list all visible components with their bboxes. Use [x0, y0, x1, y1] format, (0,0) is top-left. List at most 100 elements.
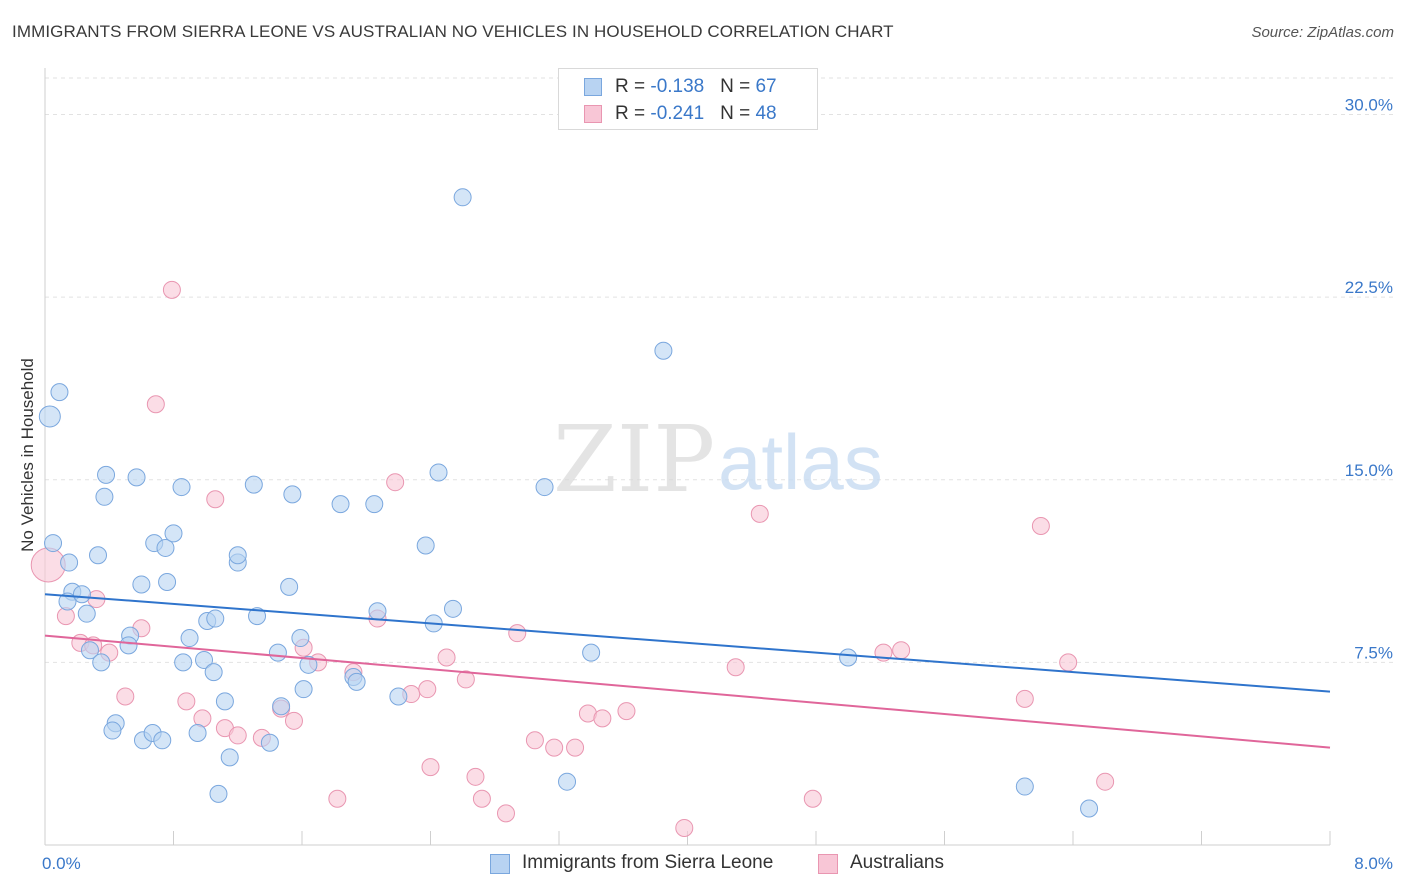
- sierra-leone-point: [156, 538, 175, 557]
- sierra-leone-point: [119, 636, 138, 655]
- sierra-leone-point: [127, 468, 146, 487]
- sierra-leone-point: [535, 478, 554, 497]
- legend-swatch-pink: [818, 854, 838, 874]
- sierra-leone-point: [368, 602, 387, 621]
- sierra-leone-point: [839, 648, 858, 667]
- sierra-leone-point: [38, 405, 61, 428]
- r-value: -0.241: [650, 103, 705, 124]
- sierra-leone-point: [244, 475, 263, 494]
- australians-point: [228, 726, 247, 745]
- sierra-leone-point: [204, 663, 223, 682]
- sierra-leone-point: [44, 534, 63, 553]
- sierra-leone-point: [60, 553, 79, 572]
- sierra-leone-point: [50, 383, 69, 402]
- sierra-leone-point: [97, 465, 116, 484]
- australians-point: [750, 504, 769, 523]
- r-label: R =: [615, 103, 651, 124]
- n-value: 48: [755, 103, 777, 124]
- watermark-zip: ZIP: [553, 406, 715, 513]
- r-label: R =: [615, 76, 651, 97]
- sierra-leone-point: [172, 478, 191, 497]
- australians-point: [803, 789, 822, 808]
- australians-point: [30, 547, 66, 583]
- watermark: ZIP atlas: [553, 406, 883, 513]
- sierra-leone-point: [206, 609, 225, 628]
- sierra-leone-point: [268, 643, 287, 662]
- gridlines: [45, 77, 1395, 663]
- stats-swatch-pink: [584, 105, 602, 123]
- australians-point: [328, 789, 347, 808]
- sierra-leone-point: [153, 731, 172, 750]
- australians-point: [566, 738, 585, 757]
- australians-point: [206, 490, 225, 509]
- sierra-leone-point: [294, 680, 313, 699]
- sierra-leone-point: [248, 607, 267, 626]
- sierra-leone-point: [209, 784, 228, 803]
- australians-point: [162, 280, 181, 299]
- sierra-leone-point: [260, 733, 279, 752]
- chart-source: Source: ZipAtlas.com: [1251, 24, 1394, 41]
- sierra-leone-point: [1080, 799, 1099, 818]
- watermark-atlas: atlas: [718, 418, 883, 506]
- australians-point: [593, 709, 612, 728]
- legend-label: Australians: [850, 852, 944, 873]
- sierra-leone-point: [582, 643, 601, 662]
- x-tick-label-max: 8.0%: [1354, 854, 1393, 873]
- legend-swatch-blue: [490, 854, 510, 874]
- sierra-leone-point: [272, 697, 291, 716]
- australians-point: [1031, 517, 1050, 536]
- chart-title: IMMIGRANTS FROM SIERRA LEONE VS AUSTRALI…: [12, 22, 894, 41]
- australians-point: [892, 641, 911, 660]
- sierra-leone-point: [291, 629, 310, 648]
- legend-label: Immigrants from Sierra Leone: [522, 852, 774, 873]
- y-tick-label: 22.5%: [1345, 278, 1393, 297]
- trend-lines: [44, 593, 1331, 749]
- australians-point: [675, 818, 694, 837]
- australians-point: [1015, 689, 1034, 708]
- australians-point: [177, 692, 196, 711]
- tick-labels: 7.5% 15.0% 22.5% 30.0% 0.0% 8.0%: [42, 96, 1393, 873]
- australians-point: [421, 758, 440, 777]
- sierra-leone-point: [188, 723, 207, 742]
- sierra-leone-trend-line: [44, 593, 1331, 693]
- n-label: N =: [720, 103, 756, 124]
- australians-points: [30, 280, 1115, 837]
- sierra-leone-point: [558, 772, 577, 791]
- australians-point: [1096, 772, 1115, 791]
- stats-text-blue: R = -0.138 N = 67: [615, 76, 777, 98]
- sierra-leone-point: [103, 721, 122, 740]
- sierra-leone-point: [443, 599, 462, 618]
- sierra-leone-point: [77, 604, 96, 623]
- sierra-leone-point: [220, 748, 239, 767]
- australians-point: [284, 711, 303, 730]
- sierra-leone-point: [389, 687, 408, 706]
- sierra-leone-point: [347, 672, 366, 691]
- sierra-leone-point: [416, 536, 435, 555]
- sierra-leone-point: [58, 592, 77, 611]
- australians-point: [456, 670, 475, 689]
- r-value: -0.138: [650, 76, 705, 97]
- sierra-leone-point: [92, 653, 111, 672]
- australians-point: [472, 789, 491, 808]
- sierra-leone-points: [38, 188, 1099, 818]
- sierra-leone-point: [180, 629, 199, 648]
- y-tick-label: 7.5%: [1354, 643, 1393, 662]
- sierra-leone-point: [72, 585, 91, 604]
- n-label: N =: [720, 76, 756, 97]
- sierra-leone-point: [215, 692, 234, 711]
- sierra-leone-point: [228, 546, 247, 565]
- australians-point: [466, 767, 485, 786]
- australians-point: [418, 680, 437, 699]
- x-tick-label-min: 0.0%: [42, 854, 81, 873]
- sierra-leone-point: [453, 188, 472, 207]
- sierra-leone-point: [174, 653, 193, 672]
- sierra-leone-point: [89, 546, 108, 565]
- australians-point: [116, 687, 135, 706]
- y-tick-label: 30.0%: [1345, 96, 1393, 115]
- sierra-leone-point: [95, 487, 114, 506]
- sierra-leone-point: [429, 463, 448, 482]
- sierra-leone-point: [331, 495, 350, 514]
- sierra-leone-point: [158, 573, 177, 592]
- australians-trend-line: [44, 634, 1331, 749]
